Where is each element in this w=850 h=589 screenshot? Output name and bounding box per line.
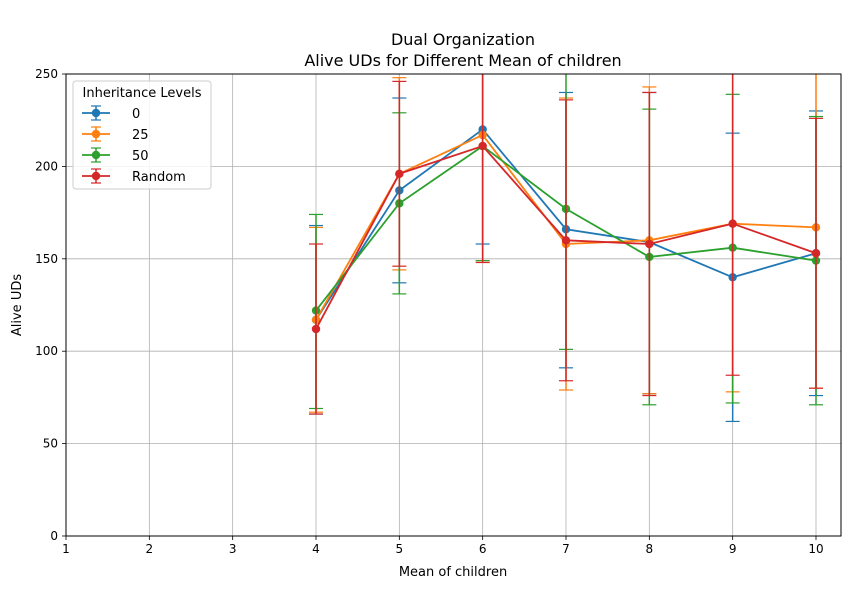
data-layer — [309, 74, 823, 423]
x-tick-label: 2 — [146, 542, 154, 556]
legend-marker — [91, 171, 101, 181]
legend: Inheritance Levels 0 25 50 Random — [72, 80, 212, 190]
legend-item-0: 0 — [82, 105, 140, 122]
data-point — [561, 236, 571, 245]
legend-item-50: 50 — [82, 147, 149, 164]
legend-marker — [91, 129, 101, 139]
legend-label: 50 — [132, 149, 149, 164]
data-point — [645, 239, 654, 249]
x-tick-label: 7 — [562, 542, 570, 556]
y-axis-label: Alive UDs — [10, 274, 25, 336]
legend-marker — [91, 108, 101, 118]
y-tick-label: 200 — [35, 159, 58, 173]
x-tick-label: 4 — [312, 542, 320, 556]
legend-label: 25 — [132, 128, 149, 143]
data-point — [811, 249, 821, 258]
legend-item-25: 25 — [82, 126, 149, 143]
x-tick-label: 5 — [396, 542, 404, 556]
data-point — [728, 219, 737, 228]
x-tick-label: 6 — [479, 542, 487, 556]
plot-frame — [65, 73, 842, 537]
legend-item-random: Random — [82, 168, 186, 185]
x-axis-label: Mean of children — [399, 565, 507, 580]
y-tick-label: 50 — [43, 437, 58, 451]
x-tick-label: 3 — [229, 542, 237, 556]
legend-box — [72, 80, 212, 190]
x-tick-label: 9 — [729, 542, 737, 556]
data-point — [311, 324, 321, 334]
x-tick-label: 10 — [808, 542, 823, 556]
legend-marker — [91, 150, 101, 160]
y-tick-label: 250 — [35, 67, 58, 81]
legend-title: Inheritance Levels — [83, 86, 202, 101]
x-tick-label: 8 — [646, 542, 654, 556]
data-point — [395, 169, 404, 178]
legend-label: 0 — [132, 107, 140, 122]
chart-subtitle: Alive UDs for Different Mean of children — [304, 51, 621, 70]
y-tick-label: 150 — [35, 252, 58, 266]
chart-title: Dual Organization — [391, 30, 535, 49]
series-random — [309, 74, 823, 415]
legend-label: Random — [132, 170, 186, 185]
y-tick-label: 0 — [50, 529, 58, 543]
data-point — [478, 141, 487, 151]
y-tick-label: 100 — [35, 344, 58, 358]
x-tick-label: 1 — [62, 542, 70, 556]
